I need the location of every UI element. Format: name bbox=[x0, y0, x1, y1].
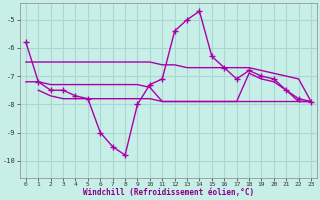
X-axis label: Windchill (Refroidissement éolien,°C): Windchill (Refroidissement éolien,°C) bbox=[83, 188, 254, 197]
